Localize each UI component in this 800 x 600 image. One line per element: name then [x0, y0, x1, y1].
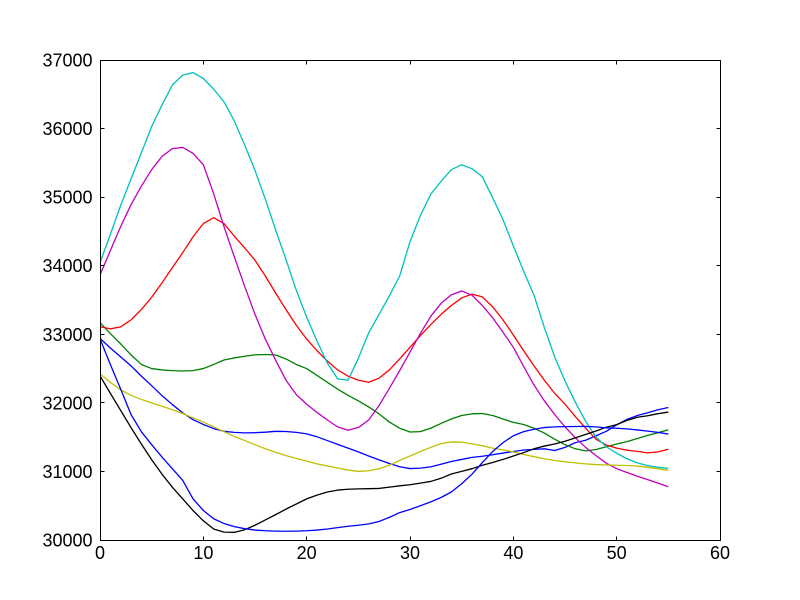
svg-text:37000: 37000 — [42, 51, 92, 71]
svg-text:50: 50 — [607, 543, 627, 563]
svg-text:36000: 36000 — [42, 119, 92, 139]
svg-text:60: 60 — [710, 543, 730, 563]
svg-text:35000: 35000 — [42, 188, 92, 208]
svg-text:30000: 30000 — [42, 531, 92, 551]
svg-text:10: 10 — [193, 543, 213, 563]
svg-text:32000: 32000 — [42, 393, 92, 413]
svg-text:30: 30 — [400, 543, 420, 563]
svg-text:20: 20 — [297, 543, 317, 563]
svg-text:31000: 31000 — [42, 462, 92, 482]
svg-text:40: 40 — [503, 543, 523, 563]
svg-text:33000: 33000 — [42, 325, 92, 345]
svg-text:34000: 34000 — [42, 256, 92, 276]
svg-text:0: 0 — [95, 543, 105, 563]
